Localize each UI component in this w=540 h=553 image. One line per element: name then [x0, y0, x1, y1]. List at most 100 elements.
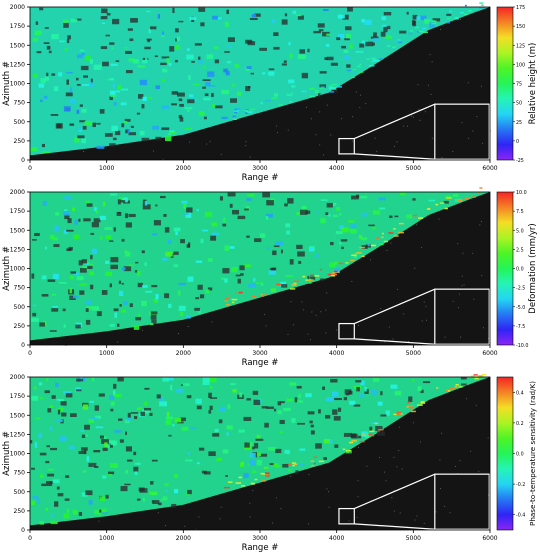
zoom-inset-box — [434, 473, 490, 530]
sea-speckle — [83, 18, 491, 160]
y-tick-label: 500 — [14, 119, 26, 126]
colorbar-tick-label: 10.0 — [516, 190, 527, 196]
panel-thermal-sensitivity-svg: 0 1000 2000 3000 4000 5000 6000 0 250 500 750 1000 1… — [2, 373, 537, 553]
y-tick-label: 250 — [14, 508, 26, 515]
y-tick-label: 1500 — [10, 42, 25, 49]
x-tick-label: 5000 — [406, 350, 421, 357]
y-tick-label: 1000 — [10, 266, 25, 273]
colorbar-tick-label: 150 — [516, 24, 525, 30]
colorbar — [496, 6, 514, 161]
panel-height-svg: 0 1000 2000 3000 4000 5000 6000025050075010001… — [2, 2, 538, 183]
colorbar-label: Phase-to-temperature sensitivity (rad/K) — [528, 381, 537, 526]
colorbar-tick-label: 0.2 — [516, 421, 524, 427]
colorbar-tick-label: 75 — [516, 82, 522, 88]
colorbar-tick-label: 0.0 — [516, 267, 524, 273]
y-tick-label: 1750 — [10, 208, 25, 215]
x-tick-label: 4000 — [329, 535, 344, 542]
colorbar-tick-label: 100 — [516, 62, 525, 68]
panel-deformation-svg: 0 1000 2000 3000 4000 5000 6000 0 250 500 750 1000 1… — [2, 187, 538, 368]
x-tick-label: 1000 — [99, 535, 114, 542]
y-tick-label: 500 — [14, 489, 26, 496]
x-tick-label: 2000 — [176, 350, 191, 357]
colorbar-tick-label: 125 — [516, 43, 525, 49]
colorbar-tick-label: -0.2 — [516, 482, 525, 488]
x-tick-label: 3000 — [252, 165, 267, 172]
y-tick-label: 1500 — [10, 412, 25, 419]
x-tick-label: 0 — [28, 535, 32, 542]
colorbar — [496, 191, 514, 346]
zoom-source-box — [338, 322, 355, 340]
zoom-connector-lower — [354, 523, 435, 530]
y-tick-label: 1250 — [10, 246, 25, 253]
x-tick-label: 5000 — [406, 165, 421, 172]
panel-height: 0 1000 2000 3000 4000 5000 6000 0 250 500 750 1000 1… — [0, 0, 540, 183]
x-tick-label: 6000 — [482, 165, 497, 172]
colorbar-tick-label: 25 — [516, 120, 522, 126]
city-texture — [30, 192, 462, 332]
colorbar-tick-label: 175 — [516, 5, 525, 11]
zoom-source-box — [338, 507, 355, 525]
y-tick-label: 1750 — [10, 23, 25, 30]
colorbar-tick-label: -7.5 — [516, 324, 525, 330]
x-axis-label: Range # — [242, 173, 279, 183]
y-tick-label: 0 — [21, 527, 25, 534]
coastal-highlights — [224, 373, 487, 489]
colorbar-label: Relative height (m) — [528, 43, 538, 125]
y-tick-label: 750 — [14, 100, 26, 107]
coastal-highlights — [232, 2, 485, 121]
y-tick-label: 1000 — [10, 81, 25, 88]
y-tick-label: 1250 — [10, 431, 25, 438]
x-axis-label: Range # — [242, 358, 279, 368]
x-tick-label: 1000 — [99, 165, 114, 172]
x-tick-label: 3000 — [252, 350, 267, 357]
zoom-connector-lower — [354, 153, 435, 160]
city-texture — [30, 7, 459, 153]
zoom-inset-box — [434, 103, 490, 160]
y-axis-label: Azimuth # — [2, 246, 12, 291]
x-tick-label: 4000 — [329, 165, 344, 172]
y-tick-label: 0 — [21, 157, 25, 164]
y-tick-label: 0 — [21, 342, 25, 349]
x-tick-label: 0 — [28, 350, 32, 357]
x-tick-label: 2000 — [176, 165, 191, 172]
coastal-highlights — [224, 187, 483, 306]
y-tick-label: 1500 — [10, 227, 25, 234]
y-tick-label: 250 — [14, 323, 26, 330]
y-tick-label: 250 — [14, 138, 26, 145]
colorbar-tick-label: 2.5 — [516, 247, 524, 253]
panel-deformation: 0 1000 2000 3000 4000 5000 6000 0 250 500 750 1000 1… — [0, 185, 540, 368]
colorbar-tick-label: 0 — [516, 139, 519, 145]
x-tick-label: 6000 — [482, 535, 497, 542]
x-tick-label: 3000 — [252, 535, 267, 542]
colorbar-label: Deformation (mm/yr) — [528, 223, 538, 313]
colorbar-tick-label: 50 — [516, 101, 522, 107]
x-tick-label: 5000 — [406, 535, 421, 542]
y-tick-label: 1250 — [10, 61, 25, 68]
panel-thermal-sensitivity: 0 1000 2000 3000 4000 5000 6000 0 250 500 750 1000 1… — [0, 370, 540, 553]
x-tick-label: 2000 — [176, 535, 191, 542]
y-tick-label: 1750 — [10, 393, 25, 400]
y-tick-label: 2000 — [10, 374, 25, 381]
y-tick-label: 2000 — [10, 189, 25, 196]
x-tick-label: 4000 — [329, 350, 344, 357]
zoom-inset-box — [434, 288, 490, 345]
x-tick-label: 0 — [28, 165, 32, 172]
colorbar-tick-label: -5.0 — [516, 305, 525, 311]
zoom-source-box — [338, 137, 355, 155]
y-tick-label: 2000 — [10, 4, 25, 11]
x-axis-label: Range # — [242, 543, 279, 553]
zoom-connector-lower — [354, 338, 435, 345]
y-tick-label: 750 — [14, 285, 26, 292]
sea-speckle — [98, 398, 489, 531]
y-tick-label: 750 — [14, 470, 26, 477]
colorbar-tick-label: 5.0 — [516, 228, 524, 234]
x-tick-label: 1000 — [99, 350, 114, 357]
colorbar-tick-label: 0.0 — [516, 452, 524, 458]
colorbar-tick-label: -2.5 — [516, 286, 525, 292]
y-axis-label: Azimuth # — [2, 431, 12, 476]
y-axis-label: Azimuth # — [2, 61, 12, 106]
zoom-connector-upper — [354, 288, 436, 325]
x-tick-label: 6000 — [482, 350, 497, 357]
city-texture — [30, 377, 467, 525]
colorbar-tick-label: 0.4 — [516, 390, 524, 396]
